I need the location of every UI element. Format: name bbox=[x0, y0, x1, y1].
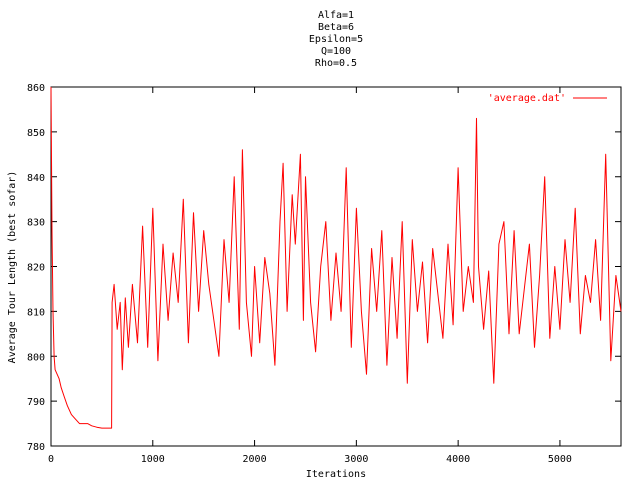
title-line: Epsilon=5 bbox=[309, 34, 363, 45]
y-tick-label: 820 bbox=[27, 263, 45, 274]
title-line: Beta=6 bbox=[318, 22, 354, 33]
x-axis-label: Iterations bbox=[306, 469, 366, 480]
title-line: Q=100 bbox=[321, 46, 351, 57]
x-axis-ticks: 0 1000 2000 3000 4000 5000 bbox=[48, 87, 572, 465]
title-line: Alfa=1 bbox=[318, 10, 354, 21]
y-tick-label: 830 bbox=[27, 218, 45, 229]
series-line-average-dat bbox=[50, 86, 622, 429]
x-tick-label: 1000 bbox=[141, 454, 165, 465]
y-tick-label: 800 bbox=[27, 352, 45, 363]
plot-area-border bbox=[50, 86, 622, 447]
legend-label: 'average.dat' bbox=[488, 93, 566, 104]
y-tick-label: 780 bbox=[27, 442, 45, 453]
y-tick-label: 860 bbox=[27, 83, 45, 94]
legend: 'average.dat' bbox=[488, 93, 607, 104]
x-tick-label: 3000 bbox=[344, 454, 368, 465]
y-axis-ticks: 780 790 800 810 820 830 840 850 860 bbox=[27, 83, 621, 453]
x-tick-label: 4000 bbox=[446, 454, 470, 465]
x-tick-label: 2000 bbox=[243, 454, 267, 465]
y-tick-label: 850 bbox=[27, 128, 45, 139]
x-tick-label: 0 bbox=[48, 454, 54, 465]
y-tick-label: 790 bbox=[27, 397, 45, 408]
x-tick-label: 5000 bbox=[548, 454, 572, 465]
title-line: Rho=0.5 bbox=[315, 58, 357, 69]
y-tick-label: 840 bbox=[27, 173, 45, 184]
y-axis-label: Average Tour Length (best sofar) bbox=[7, 171, 18, 364]
y-tick-label: 810 bbox=[27, 307, 45, 318]
